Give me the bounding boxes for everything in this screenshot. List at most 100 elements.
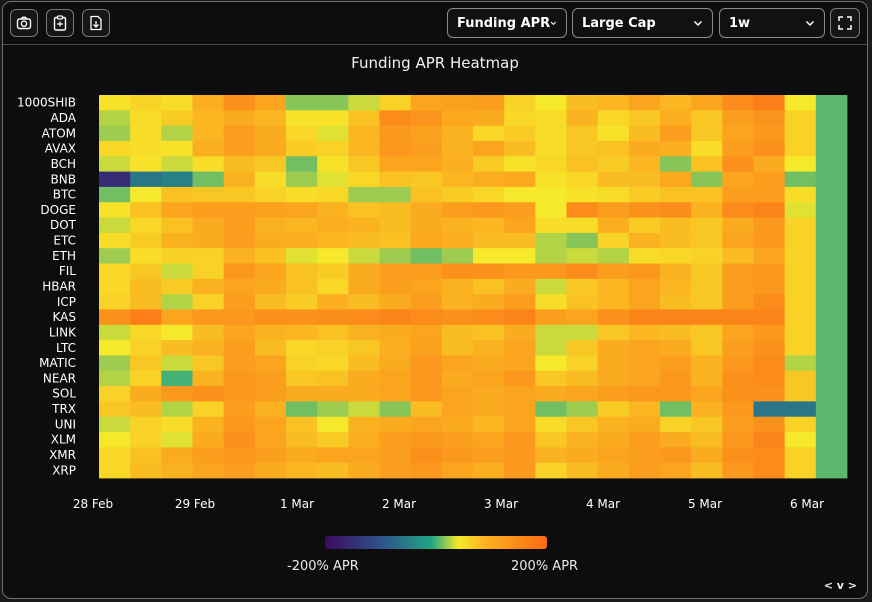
heatmap-cell[interactable] xyxy=(348,263,380,280)
heatmap-cell[interactable] xyxy=(628,401,661,418)
heatmap-cell[interactable] xyxy=(504,110,536,127)
heatmap-cell[interactable] xyxy=(379,432,412,448)
heatmap-cell[interactable] xyxy=(473,355,505,372)
heatmap-cell[interactable] xyxy=(473,340,505,356)
heatmap-cell[interactable] xyxy=(628,125,661,142)
heatmap-cell[interactable] xyxy=(379,232,412,249)
heatmap-cell[interactable] xyxy=(660,248,692,264)
heatmap-cell[interactable] xyxy=(753,278,786,295)
heatmap-cell[interactable] xyxy=(753,432,786,448)
heatmap-cell[interactable] xyxy=(597,278,630,295)
heatmap-cell[interactable] xyxy=(286,432,318,448)
heatmap-cell[interactable] xyxy=(410,416,443,433)
heatmap-cell[interactable] xyxy=(815,462,848,479)
heatmap-cell[interactable] xyxy=(691,447,723,464)
heatmap-cell[interactable] xyxy=(753,401,786,418)
heatmap-cell[interactable] xyxy=(535,202,567,218)
heatmap-cell[interactable] xyxy=(286,95,318,111)
heatmap-cell[interactable] xyxy=(192,156,225,172)
heatmap-cell[interactable] xyxy=(628,186,661,203)
heatmap-cell[interactable] xyxy=(254,294,287,310)
heatmap-cell[interactable] xyxy=(473,140,505,157)
heatmap-cell[interactable] xyxy=(473,447,505,464)
heatmap-cell[interactable] xyxy=(130,95,162,111)
heatmap-cell[interactable] xyxy=(815,370,848,387)
heatmap-cell[interactable] xyxy=(597,95,630,111)
heatmap-cell[interactable] xyxy=(784,278,817,295)
heatmap-cell[interactable] xyxy=(192,125,225,142)
heatmap-cell[interactable] xyxy=(130,340,162,356)
heatmap-cell[interactable] xyxy=(254,95,287,111)
heatmap-cell[interactable] xyxy=(473,171,505,188)
heatmap-cell[interactable] xyxy=(691,432,723,448)
heatmap-cell[interactable] xyxy=(441,309,474,326)
heatmap-cell[interactable] xyxy=(192,355,225,372)
heatmap-cell[interactable] xyxy=(784,401,817,418)
heatmap-cell[interactable] xyxy=(504,386,536,402)
heatmap-cell[interactable] xyxy=(441,416,474,433)
heatmap-cell[interactable] xyxy=(130,217,162,234)
heatmap-cell[interactable] xyxy=(473,462,505,479)
heatmap-cell[interactable] xyxy=(722,447,754,464)
heatmap-cell[interactable] xyxy=(473,432,505,448)
heatmap-cell[interactable] xyxy=(784,324,817,341)
heatmap-cell[interactable] xyxy=(99,370,131,387)
heatmap-cell[interactable] xyxy=(441,248,474,264)
heatmap-cell[interactable] xyxy=(535,156,567,172)
heatmap-cell[interactable] xyxy=(473,278,505,295)
heatmap-cell[interactable] xyxy=(566,186,599,203)
heatmap-cell[interactable] xyxy=(504,217,536,234)
heatmap-cell[interactable] xyxy=(722,462,754,479)
heatmap-cell[interactable] xyxy=(473,370,505,387)
heatmap-cell[interactable] xyxy=(815,140,848,157)
heatmap-cell[interactable] xyxy=(441,432,474,448)
heatmap-cell[interactable] xyxy=(348,202,380,218)
heatmap-cell[interactable] xyxy=(628,156,661,172)
heatmap-cell[interactable] xyxy=(379,186,412,203)
heatmap-cell[interactable] xyxy=(441,186,474,203)
heatmap-cell[interactable] xyxy=(628,309,661,326)
heatmap-cell[interactable] xyxy=(410,156,443,172)
heatmap-cell[interactable] xyxy=(722,217,754,234)
heatmap-cell[interactable] xyxy=(722,278,754,295)
heatmap-cell[interactable] xyxy=(130,370,162,387)
heatmap-cell[interactable] xyxy=(722,95,754,111)
heatmap-cell[interactable] xyxy=(286,140,318,157)
heatmap-cell[interactable] xyxy=(410,294,443,310)
heatmap-cell[interactable] xyxy=(753,263,786,280)
heatmap-cell[interactable] xyxy=(566,401,599,418)
heatmap-cell[interactable] xyxy=(815,324,848,341)
heatmap-cell[interactable] xyxy=(161,278,193,295)
heatmap-cell[interactable] xyxy=(192,294,225,310)
heatmap-cell[interactable] xyxy=(753,156,786,172)
heatmap-cell[interactable] xyxy=(473,156,505,172)
heatmap-cell[interactable] xyxy=(784,125,817,142)
heatmap-cell[interactable] xyxy=(815,217,848,234)
heatmap-cell[interactable] xyxy=(660,401,692,418)
heatmap-cell[interactable] xyxy=(223,386,256,402)
heatmap-cell[interactable] xyxy=(130,355,162,372)
heatmap-cell[interactable] xyxy=(99,248,131,264)
heatmap-cell[interactable] xyxy=(473,401,505,418)
heatmap-cell[interactable] xyxy=(597,263,630,280)
heatmap-cell[interactable] xyxy=(192,278,225,295)
heatmap-cell[interactable] xyxy=(691,386,723,402)
heatmap-cell[interactable] xyxy=(99,462,131,479)
heatmap-cell[interactable] xyxy=(815,447,848,464)
heatmap-cell[interactable] xyxy=(566,248,599,264)
heatmap-cell[interactable] xyxy=(441,232,474,249)
heatmap-cell[interactable] xyxy=(535,324,567,341)
heatmap-cell[interactable] xyxy=(691,202,723,218)
heatmap-cell[interactable] xyxy=(317,386,349,402)
heatmap-cell[interactable] xyxy=(254,462,287,479)
heatmap-cell[interactable] xyxy=(379,447,412,464)
heatmap-cell[interactable] xyxy=(628,110,661,127)
heatmap-cell[interactable] xyxy=(473,248,505,264)
heatmap-cell[interactable] xyxy=(660,340,692,356)
heatmap-cell[interactable] xyxy=(410,386,443,402)
heatmap-cell[interactable] xyxy=(441,171,474,188)
heatmap-cell[interactable] xyxy=(286,110,318,127)
heatmap-cell[interactable] xyxy=(317,248,349,264)
heatmap-cell[interactable] xyxy=(504,140,536,157)
heatmap-cell[interactable] xyxy=(753,171,786,188)
